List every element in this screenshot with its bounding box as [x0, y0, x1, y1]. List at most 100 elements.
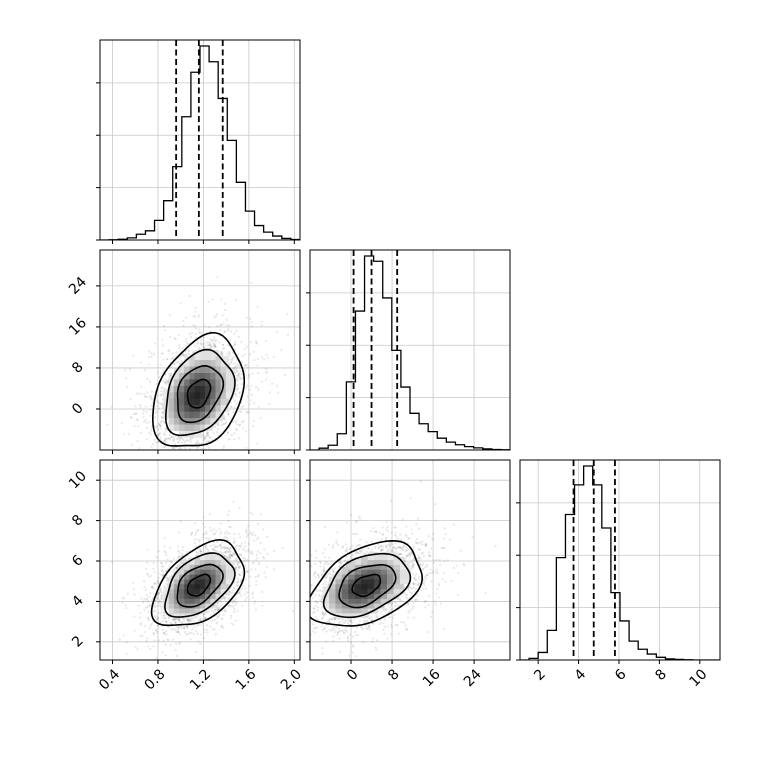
sample-point: [136, 439, 139, 443]
sample-point: [197, 316, 200, 319]
density-cell: [199, 420, 209, 431]
sample-point: [193, 453, 195, 455]
sample-point: [208, 341, 211, 344]
sample-point: [247, 542, 250, 546]
density-cell: [220, 362, 229, 373]
sample-point: [150, 574, 153, 577]
density-cell: [189, 407, 198, 419]
sample-point: [155, 425, 158, 428]
density-cell: [210, 362, 219, 373]
sample-point: [177, 441, 180, 444]
sample-point: [220, 547, 223, 550]
sample-point: [146, 572, 149, 575]
sample-point: [254, 386, 258, 389]
sample-point: [174, 621, 177, 624]
sample-point: [254, 568, 257, 571]
sample-point: [236, 377, 240, 380]
sample-point: [252, 561, 255, 564]
sample-point: [208, 512, 212, 516]
sample-point: [253, 402, 256, 405]
sample-point: [232, 552, 235, 555]
sample-point: [243, 364, 247, 367]
sample-point: [169, 561, 173, 564]
sample-point: [137, 425, 140, 428]
sample-point: [203, 438, 206, 441]
sample-point: [178, 642, 181, 646]
sample-point: [164, 561, 168, 564]
sample-point: [237, 364, 240, 367]
sample-point: [219, 543, 222, 546]
sample-point: [162, 420, 165, 424]
sample-point: [220, 604, 223, 607]
sample-point: [242, 547, 245, 550]
sample-point: [256, 305, 259, 308]
sample-point: [160, 386, 163, 389]
sample-point: [146, 573, 150, 576]
sample-point: [236, 569, 239, 572]
sample-point: [238, 548, 241, 551]
sample-point: [246, 411, 249, 415]
sample-point: [131, 471, 133, 473]
sample-point: [129, 397, 132, 401]
sample-point: [156, 394, 159, 397]
density-cell: [173, 369, 183, 380]
sample-point: [238, 565, 241, 569]
sample-point: [238, 424, 241, 427]
sample-point: [172, 438, 175, 442]
sample-point: [232, 623, 235, 626]
sample-point: [189, 638, 192, 641]
sample-point: [174, 648, 177, 651]
sample-point: [145, 598, 148, 601]
sample-point: [110, 560, 114, 564]
density-cell: [205, 420, 214, 431]
sample-point: [159, 425, 162, 428]
sample-point: [123, 433, 126, 436]
sample-point: [199, 550, 202, 553]
sample-point: [179, 520, 182, 523]
sample-point: [191, 617, 194, 620]
sample-point: [140, 393, 143, 396]
sample-point: [147, 460, 149, 462]
sample-point: [209, 344, 212, 347]
sample-point: [232, 599, 235, 602]
sample-point: [218, 544, 222, 547]
sample-point: [130, 416, 133, 419]
sample-point: [160, 352, 163, 355]
density-cell: [179, 427, 188, 438]
sample-point: [143, 598, 146, 601]
sample-point: [184, 503, 186, 505]
sample-point: [230, 358, 233, 361]
sample-point: [185, 345, 188, 348]
sample-point: [190, 631, 193, 634]
sample-point: [239, 373, 242, 376]
sample-point: [164, 381, 167, 384]
sample-point: [224, 550, 228, 554]
sample-point: [233, 552, 236, 555]
sample-point: [235, 402, 238, 405]
sample-point: [236, 609, 239, 612]
sample-point: [157, 422, 160, 425]
sample-point: [199, 619, 202, 622]
sample-point: [178, 620, 181, 623]
sample-point: [143, 368, 147, 372]
sample-point: [110, 405, 113, 408]
sample-point: [172, 491, 174, 493]
sample-point: [163, 381, 166, 384]
sample-point: [245, 528, 248, 531]
sample-point: [161, 478, 163, 480]
sample-point: [174, 455, 176, 457]
density-cell: [184, 356, 193, 367]
sample-point: [136, 418, 139, 422]
pair-panel-0-1: [106, 276, 290, 505]
sample-point: [126, 592, 129, 595]
sample-point: [189, 438, 192, 441]
sample-point: [218, 613, 221, 616]
sample-point: [214, 346, 217, 349]
sample-point: [211, 345, 214, 348]
contour-0-1: [176, 365, 225, 424]
sample-point: [242, 549, 245, 552]
sample-point: [206, 432, 210, 435]
sample-point: [164, 643, 167, 646]
sample-point: [210, 339, 213, 342]
sample-point: [178, 619, 181, 622]
